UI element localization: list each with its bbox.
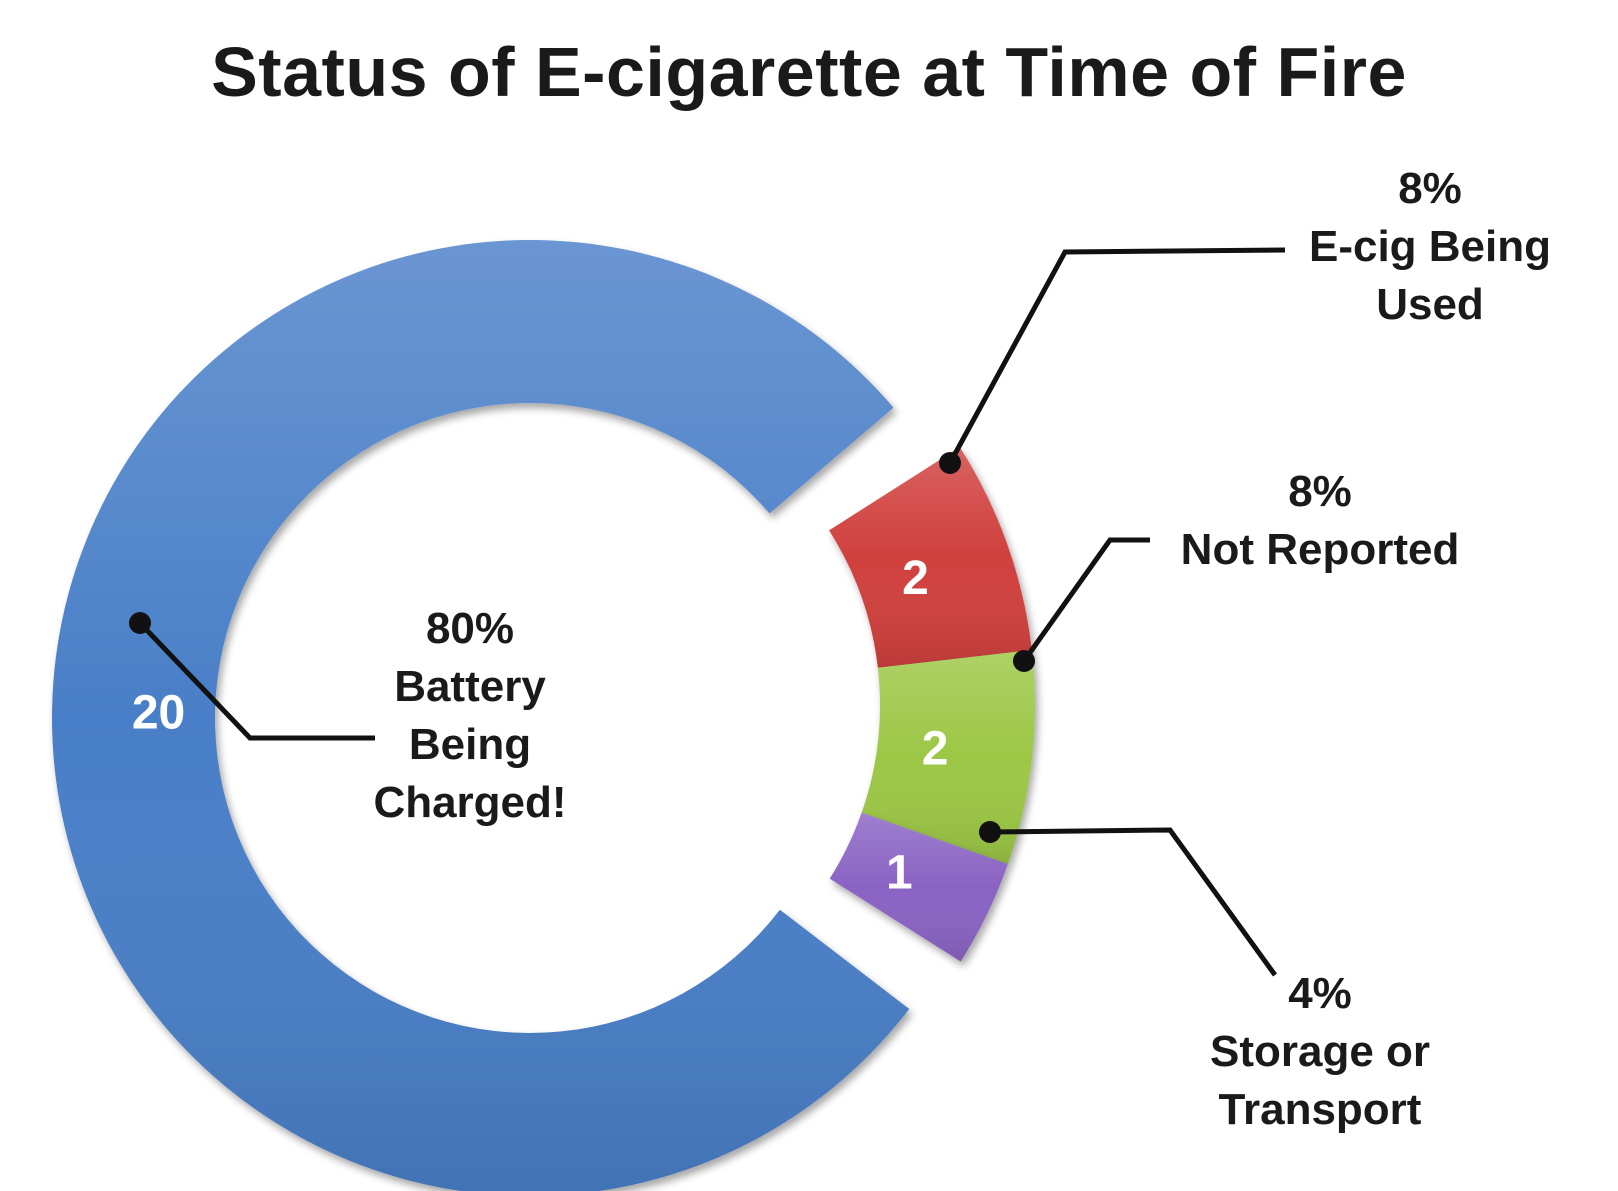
slice-label-line: Transport bbox=[1218, 1085, 1422, 1134]
slice-ecig-being-used bbox=[829, 447, 1032, 668]
chart-title: Status of E-cigarette at Time of Fire bbox=[211, 33, 1407, 111]
slice-label-line: Charged! bbox=[373, 778, 567, 827]
slice-percent: 4% bbox=[1288, 969, 1352, 1018]
slice-battery-charged bbox=[52, 240, 910, 1191]
slice-label-line: Storage or bbox=[1209, 1027, 1431, 1076]
slice-value-label: 2 bbox=[922, 723, 949, 776]
slice-gloss bbox=[52, 240, 910, 1191]
leader-dot-ecig-being-used bbox=[939, 452, 961, 474]
leader-line-ecig-being-used bbox=[947, 247, 1286, 465]
slice-label-line: Being bbox=[408, 720, 532, 769]
slice-label-battery-charged: 80% Battery Being Charged! bbox=[350, 600, 590, 832]
slice-label-storage-transport: 4% Storage or Transport bbox=[1190, 965, 1450, 1139]
leader-line-not-reported bbox=[1021, 537, 1150, 663]
slice-percent: 80% bbox=[425, 604, 515, 653]
slice-value-label: 1 bbox=[886, 847, 913, 900]
slice-not-reported bbox=[861, 649, 1035, 864]
slice-gloss bbox=[829, 447, 1032, 668]
leader-line-battery-charged bbox=[138, 621, 375, 741]
leader-line-storage-transport bbox=[989, 827, 1278, 977]
slice-label-ecig-being-used: 8% E-cig Being Used bbox=[1290, 160, 1570, 334]
slice-label-line: Not Reported bbox=[1180, 525, 1460, 574]
leader-dot-battery-charged bbox=[129, 612, 151, 634]
slice-label-line: Battery bbox=[394, 662, 546, 711]
slice-percent: 8% bbox=[1398, 164, 1462, 213]
leader-dot-not-reported bbox=[1013, 650, 1035, 672]
slice-gloss bbox=[829, 812, 1008, 962]
slice-value-label: 20 bbox=[132, 687, 185, 740]
slice-storage-transport bbox=[829, 812, 1008, 962]
slice-label-line: Used bbox=[1376, 280, 1484, 329]
slice-gloss bbox=[861, 649, 1035, 864]
slice-label-not-reported: 8% Not Reported bbox=[1170, 463, 1470, 579]
slice-percent: 8% bbox=[1288, 467, 1352, 516]
slice-label-line: E-cig Being bbox=[1308, 222, 1552, 271]
slice-value-label: 2 bbox=[902, 552, 929, 605]
leader-dot-storage-transport bbox=[979, 821, 1001, 843]
